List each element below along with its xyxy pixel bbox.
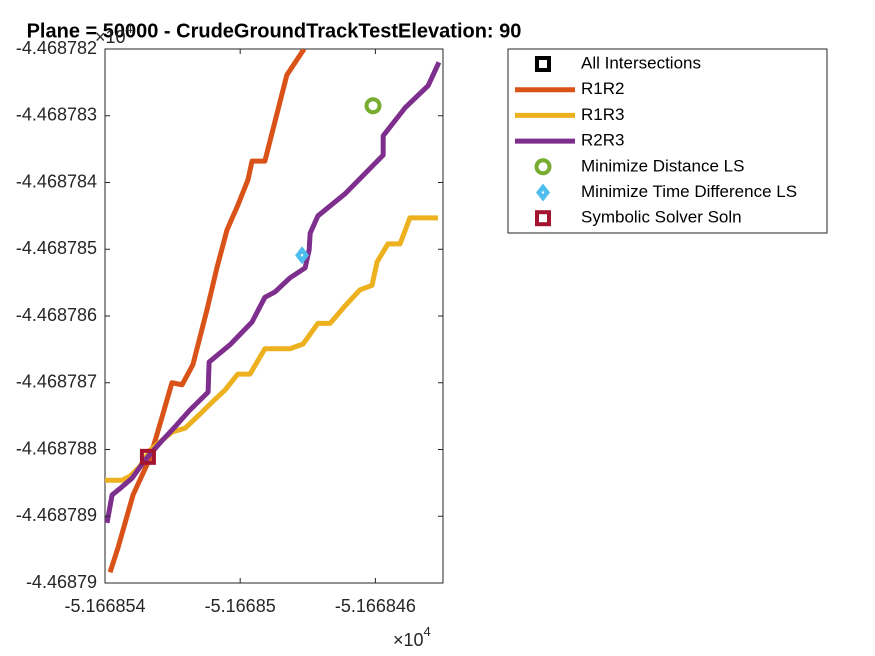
y-tick-label: -4.46879 (26, 572, 97, 592)
plot-area (104, 48, 444, 584)
y-tick-label: -4.468786 (16, 305, 97, 325)
legend-label: All Intersections (581, 53, 701, 72)
legend-label: Minimize Distance LS (581, 156, 744, 175)
y-multiplier-base: ×10 (95, 27, 126, 47)
square-shape (535, 56, 551, 72)
square-shape (535, 210, 551, 227)
legend-label: R1R2 (581, 79, 624, 98)
marker-circle (534, 158, 552, 176)
x-tick-label: -5.166846 (335, 596, 416, 616)
legend-label: R1R3 (581, 105, 624, 124)
legend-label: R2R3 (581, 131, 624, 150)
marker-square (535, 210, 551, 227)
diamond-dot (541, 191, 545, 194)
legend-label: Symbolic Solver Soln (581, 208, 742, 227)
marker-diamond (295, 246, 310, 265)
x-multiplier-exponent: 4 (424, 624, 431, 639)
x-tick-label: -5.16685 (205, 596, 276, 616)
x-tick-label: -5.166854 (64, 596, 145, 616)
y-tick-label: -4.468784 (16, 171, 97, 191)
y-multiplier-exponent: 4 (126, 21, 133, 36)
diamond-dot (300, 254, 304, 257)
plot-content (105, 49, 442, 574)
marker-square (139, 448, 156, 465)
y-tick-label: -4.468788 (16, 438, 97, 458)
chart-title: Plane = 50000 - CrudeGroundTrackTestElev… (27, 20, 522, 42)
series-line (107, 49, 307, 574)
y-tick-label: -4.468783 (16, 105, 97, 125)
square-shape (139, 448, 156, 465)
x-multiplier-base: ×10 (393, 630, 424, 650)
y-multiplier: ×104 (95, 21, 133, 46)
y-tick-label: -4.468787 (16, 372, 97, 392)
y-tick-label: -4.468782 (16, 38, 97, 58)
x-multiplier: ×104 (393, 624, 431, 649)
y-tick-label: -4.468785 (16, 238, 97, 258)
marker-circle (364, 97, 382, 115)
marker-square (535, 56, 551, 72)
series-line (105, 61, 442, 524)
y-tick-label: -4.468789 (16, 505, 97, 525)
legend-label: Minimize Time Difference LS (581, 182, 797, 201)
marker-diamond (536, 183, 550, 202)
